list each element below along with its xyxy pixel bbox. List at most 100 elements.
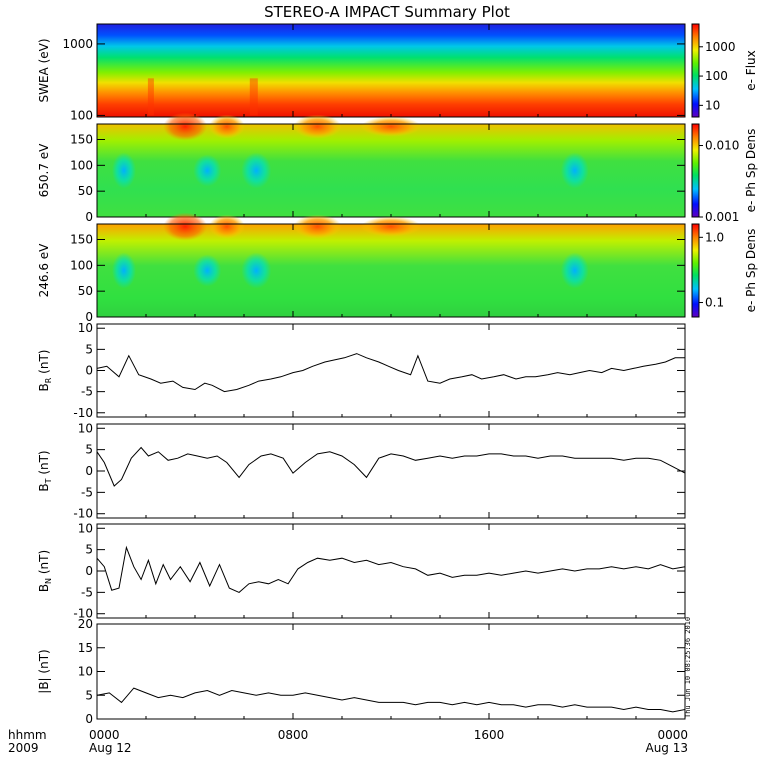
colorbar-tick-label: 100: [705, 69, 728, 83]
spectrogram-feature: [560, 152, 589, 189]
colorbar-tick-label: 0.001: [705, 210, 739, 224]
panel-frame: [96, 423, 686, 519]
panel-frame: [96, 523, 686, 619]
y-axis-label: BN (nT): [37, 550, 53, 592]
colorbar-tick-label: 10: [705, 98, 720, 112]
colorbar: 10 100 1000 e- Flux: [691, 23, 758, 118]
y-tick-label: 0: [85, 564, 93, 578]
spectrogram-feature: [293, 114, 342, 139]
colorbar: 0.001 0.010 e- Ph Sp Dens: [691, 123, 758, 224]
panel-7: 0 5 10 15 20 |B| (nT): [37, 617, 686, 726]
spectrogram-feature: [361, 216, 421, 237]
y-axis-label: |B| (nT): [37, 649, 51, 693]
y-tick-label: 0: [85, 364, 93, 378]
panel-frame: [96, 323, 686, 418]
panel-5: -10 -5 0 5 10 BT (nT): [37, 421, 686, 521]
series-line: [96, 687, 686, 713]
x-date-label: Aug 13: [645, 741, 688, 755]
panel-6: -10 -5 0 5 10 BN (nT): [37, 521, 686, 621]
spectrogram-feature: [193, 154, 222, 187]
colorbar: 0.1 1.0 e- Ph Sp Dens: [691, 223, 758, 318]
spectrogram-feature: [111, 152, 136, 189]
colorbar-label: e- Flux: [744, 50, 758, 90]
y-tick-label: 10: [78, 521, 93, 535]
y-tick-label: -10: [73, 607, 93, 621]
spectrogram-feature: [361, 116, 421, 137]
y-tick-label: 5: [85, 543, 93, 557]
spectrogram-feature: [208, 214, 245, 239]
y-tick-label: 100: [70, 158, 93, 172]
y-tick-label: -10: [73, 507, 93, 521]
x-date-label: Aug 12: [89, 741, 132, 755]
y-tick-label: 0: [85, 310, 93, 324]
spectrogram-feature: [249, 78, 258, 116]
y-tick-label: -5: [81, 585, 93, 599]
y-tick-label: 0: [85, 464, 93, 478]
panel-frame: [96, 623, 686, 720]
panel-4: -10 -5 0 5 10 BR (nT): [37, 321, 686, 420]
spectrogram-feature: [163, 212, 208, 241]
y-tick-label: 150: [70, 233, 93, 247]
spectrogram-feature: [208, 114, 245, 139]
colorbar-label: e- Ph Sp Dens: [744, 229, 758, 313]
y-tick-label: 15: [78, 641, 93, 655]
spectrogram-feature: [241, 252, 272, 289]
y-tick-label: 50: [78, 284, 93, 298]
colorbar-tick-label: 0.010: [705, 139, 739, 153]
spectrogram-feature: [193, 254, 222, 287]
y-tick-label: 10: [78, 321, 93, 335]
series-line: [96, 545, 686, 593]
y-tick-label: 5: [85, 443, 93, 457]
spectrogram-feature: [163, 112, 208, 141]
colorbar-scale: [691, 23, 700, 118]
time-corner-top: hhmm: [8, 728, 47, 742]
x-tick-label: 0800: [278, 728, 309, 742]
y-tick-label: -10: [73, 406, 93, 420]
time-corner-bottom: 2009: [8, 741, 39, 755]
spectrogram-feature: [147, 78, 154, 116]
y-tick-label: 5: [85, 342, 93, 356]
y-axis-label: 246.6 eV: [37, 243, 51, 298]
y-tick-label: 5: [85, 688, 93, 702]
panel-3: 0 50 100 150 246.6 eV: [37, 212, 686, 324]
spectrogram-feature: [560, 252, 589, 289]
timestamp-stamp: Thu Jun 10 08:25:36 2010: [684, 617, 692, 718]
spectrogram-feature: [241, 152, 272, 189]
y-tick-label: 10: [78, 665, 93, 679]
y-tick-label: 1000: [62, 37, 93, 51]
colorbar-label: e- Ph Sp Dens: [744, 129, 758, 213]
y-tick-label: 0: [85, 712, 93, 726]
colorbar-tick-label: 0.1: [705, 296, 724, 310]
panel-2: 0 50 100 150 650.7 eV: [37, 112, 686, 224]
series-line: [96, 446, 686, 487]
spectrogram-feature: [293, 214, 342, 239]
y-tick-label: 20: [78, 617, 93, 631]
x-tick-label: 1600: [474, 728, 505, 742]
y-tick-label: 10: [78, 421, 93, 435]
panel-1: 100 1000 SWEA (eV): [37, 23, 686, 122]
colorbar-scale: [691, 223, 700, 318]
x-tick-label: 0000: [89, 728, 120, 742]
spectrogram-fill: [97, 24, 685, 117]
y-axis-label: BT (nT): [37, 450, 53, 491]
y-tick-label: 50: [78, 184, 93, 198]
y-axis-label: 650.7 eV: [37, 143, 51, 198]
series-line: [96, 353, 685, 393]
colorbar-tick-label: 1.0: [705, 230, 724, 244]
colorbar-tick-label: 1000: [705, 40, 736, 54]
y-tick-label: 100: [70, 258, 93, 272]
y-tick-label: 150: [70, 133, 93, 147]
y-axis-label: SWEA (eV): [37, 38, 51, 102]
spectrogram-feature: [111, 252, 136, 289]
y-tick-label: 100: [70, 108, 93, 122]
x-tick-label: 0000: [657, 728, 688, 742]
y-tick-label: -5: [81, 485, 93, 499]
y-tick-label: 0: [85, 210, 93, 224]
colorbar-scale: [691, 123, 700, 218]
y-tick-label: -5: [81, 385, 93, 399]
plot-title: STEREO-A IMPACT Summary Plot: [264, 3, 510, 21]
y-axis-label: BR (nT): [37, 350, 53, 392]
